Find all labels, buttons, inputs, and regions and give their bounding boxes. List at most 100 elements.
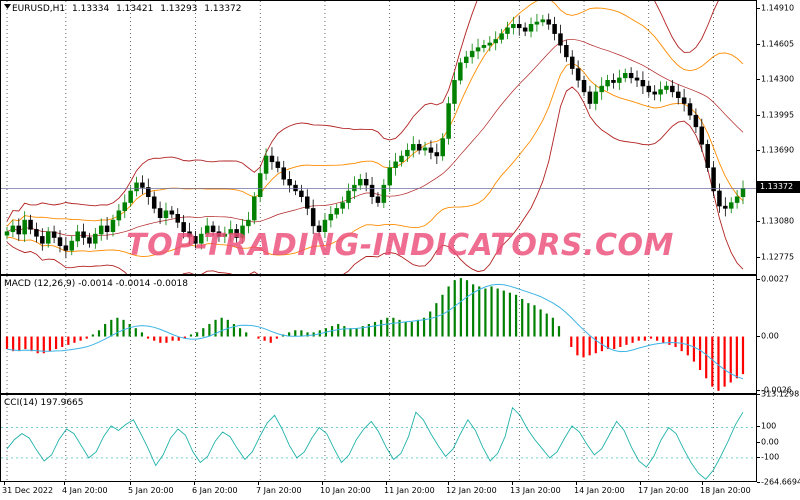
time-axis-label: 31 Dec 2022 bbox=[2, 486, 54, 495]
candle-body bbox=[711, 167, 716, 192]
candle-body bbox=[163, 210, 169, 218]
candle-body bbox=[381, 184, 387, 203]
candle-body bbox=[575, 68, 581, 81]
cci-axis-label: 313.1298 bbox=[761, 389, 800, 399]
candle-body bbox=[622, 72, 628, 79]
candle-body bbox=[146, 187, 151, 198]
candle-body bbox=[316, 225, 322, 232]
cci-axis-label: 100 bbox=[761, 421, 777, 431]
price-axis[interactable]: 1.14910 1.14605 1.14300 1.13995 1.13690 1.133… bbox=[757, 0, 800, 275]
candle-body bbox=[234, 229, 239, 238]
macd-axis-tick bbox=[757, 335, 760, 337]
time-axis-label: 5 Jan 20:00 bbox=[128, 486, 174, 495]
candle-body bbox=[328, 213, 334, 221]
cci-chart-svg bbox=[1, 395, 756, 481]
candle-body bbox=[257, 173, 263, 198]
candle-body bbox=[263, 155, 269, 174]
candle-body bbox=[240, 225, 245, 238]
candle-body bbox=[481, 45, 487, 48]
chart-header: EURUSD,H1 1.13334 1.13421 1.13293 1.1337… bbox=[4, 4, 246, 14]
candle-body bbox=[216, 231, 222, 237]
band-middle bbox=[6, 38, 744, 237]
candle-body bbox=[634, 77, 640, 81]
candle-body bbox=[322, 219, 328, 232]
price-chart-pane[interactable]: EURUSD,H1 1.13334 1.13421 1.13293 1.1337… bbox=[0, 0, 757, 275]
candle-body bbox=[175, 213, 181, 223]
candle-body bbox=[587, 91, 593, 104]
inner-band-upper bbox=[6, 1, 744, 227]
price-axis-tick bbox=[757, 79, 760, 81]
time-axis-label: 13 Jan 20:00 bbox=[510, 486, 561, 495]
candle-body bbox=[487, 42, 493, 46]
candle-body bbox=[664, 85, 669, 90]
candle-body bbox=[564, 45, 569, 58]
price-axis-tick bbox=[757, 43, 760, 45]
candle-body bbox=[458, 62, 463, 81]
cci-axis-tick bbox=[757, 426, 760, 428]
candle-body bbox=[593, 91, 599, 104]
time-axis-label: 6 Jan 20:00 bbox=[192, 486, 238, 495]
candle-body bbox=[434, 152, 440, 157]
candle-body bbox=[705, 144, 710, 168]
candle-body bbox=[546, 19, 551, 25]
current-price-label: 1.13372 bbox=[757, 181, 800, 194]
candle-body bbox=[10, 225, 16, 232]
time-axis-tick bbox=[322, 482, 323, 485]
candle-body bbox=[640, 79, 646, 87]
candle-body bbox=[28, 219, 33, 230]
candle-body bbox=[81, 231, 86, 238]
macd-pane[interactable]: MACD (12,26,9) -0.0014 -0.0014 -0.0018 bbox=[0, 275, 757, 394]
candle-body bbox=[287, 179, 292, 186]
price-axis-label: 1.14910 bbox=[761, 3, 795, 13]
candle-body bbox=[475, 47, 481, 52]
time-axis-tick bbox=[640, 482, 641, 485]
time-axis[interactable]: 31 Dec 2022 4 Jan 20:00 5 Jan 20:00 6 Jan 2… bbox=[0, 482, 757, 500]
outer-band-upper bbox=[6, 1, 719, 222]
price-axis-label: 1.14605 bbox=[761, 39, 795, 49]
candle-body bbox=[246, 219, 251, 227]
chart-menu-icon[interactable] bbox=[4, 4, 11, 11]
price-axis-label: 1.14300 bbox=[761, 74, 795, 84]
time-axis-tick bbox=[448, 482, 449, 485]
candle-body bbox=[151, 196, 157, 209]
time-axis-tick bbox=[194, 482, 195, 485]
candle-body bbox=[681, 97, 687, 104]
candle-body bbox=[134, 182, 139, 192]
price-axis-tick bbox=[757, 8, 760, 10]
macd-signal-line bbox=[6, 283, 744, 380]
candle-body bbox=[57, 237, 63, 246]
candle-body bbox=[140, 182, 145, 188]
candle-body bbox=[93, 233, 98, 244]
candle-body bbox=[675, 91, 681, 98]
time-axis-tick bbox=[576, 482, 577, 485]
time-axis-tick bbox=[130, 482, 131, 485]
time-axis-label: 17 Jan 20:00 bbox=[638, 486, 689, 495]
candle-body bbox=[493, 39, 498, 44]
candle-body bbox=[340, 202, 345, 209]
candle-body bbox=[16, 225, 22, 235]
candle-body bbox=[4, 231, 10, 236]
candle-body bbox=[275, 161, 281, 168]
macd-axis-label: 0.00 bbox=[761, 331, 779, 341]
inner-band-lower bbox=[6, 62, 744, 258]
price-axis-label: 1.13995 bbox=[761, 110, 795, 120]
candle-body bbox=[75, 231, 80, 242]
price-axis-tick bbox=[757, 150, 760, 152]
candle-body bbox=[363, 179, 369, 186]
candle-body bbox=[222, 233, 228, 237]
chart-symbol: EURUSD,H1 bbox=[12, 4, 66, 14]
candle-body bbox=[728, 202, 734, 209]
candle-body bbox=[658, 89, 663, 95]
cci-pane[interactable]: CCI(14) 197.9665 bbox=[0, 394, 757, 482]
candle-body bbox=[252, 196, 257, 221]
candle-body bbox=[22, 219, 27, 235]
price-axis-label: 1.12775 bbox=[761, 252, 795, 262]
candle-body bbox=[428, 147, 434, 153]
time-axis-label: 7 Jan 20:00 bbox=[256, 486, 302, 495]
candle-body bbox=[393, 161, 398, 168]
price-axis-label: 1.13080 bbox=[761, 216, 795, 226]
candle-body bbox=[646, 85, 652, 93]
candle-body bbox=[670, 85, 675, 93]
time-axis-label: 18 Jan 20:00 bbox=[700, 486, 751, 495]
